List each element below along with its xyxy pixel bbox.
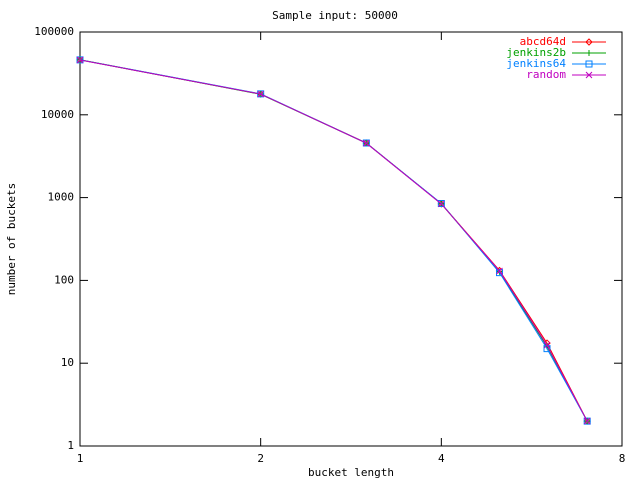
y-tick-label: 10000 [41, 108, 74, 121]
y-tick-label: 10 [61, 356, 74, 369]
y-tick-label: 1 [67, 439, 74, 452]
marker [362, 139, 370, 147]
marker [257, 90, 265, 98]
series-line [79, 59, 588, 422]
marker [585, 38, 593, 46]
marker [585, 71, 593, 79]
marker [437, 200, 445, 208]
series-line [79, 59, 588, 422]
legend-label: random [526, 68, 566, 81]
x-tick-label: 2 [257, 452, 264, 465]
marker [586, 50, 592, 56]
x-tick-label: 8 [619, 452, 626, 465]
marker [543, 341, 551, 349]
chart-title: Sample input: 50000 [272, 9, 398, 22]
y-tick-label: 100 [54, 273, 74, 286]
marker [496, 267, 503, 275]
series-line [79, 59, 588, 422]
marker [583, 417, 591, 425]
legend-label: jenkins64 [506, 57, 566, 70]
plot-border [79, 31, 623, 447]
series-line [79, 59, 588, 422]
legend-label: jenkins2b [506, 46, 566, 59]
y-tick-label: 1000 [48, 191, 75, 204]
x-axis-label: bucket length [308, 466, 394, 479]
marker [585, 60, 593, 68]
y-tick-label: 100000 [34, 25, 74, 38]
x-tick-label: 4 [438, 452, 445, 465]
marker [76, 56, 84, 64]
y-axis-label: number of buckets [5, 183, 18, 296]
legend-label: abcd64d [520, 35, 566, 48]
x-tick-label: 1 [77, 452, 84, 465]
